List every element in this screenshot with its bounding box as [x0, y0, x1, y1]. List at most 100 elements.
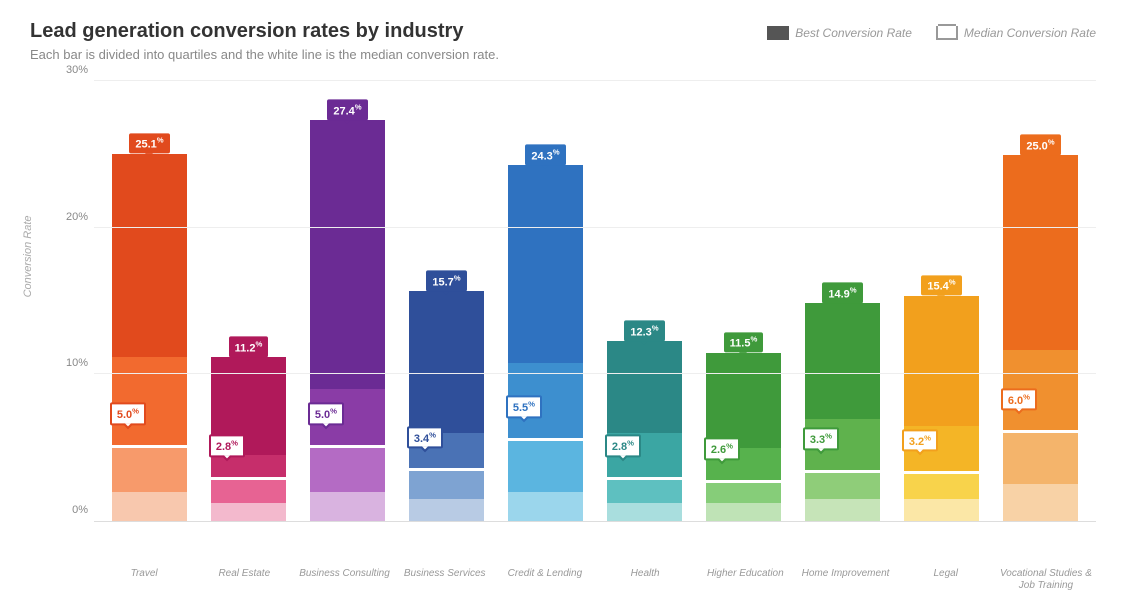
- median-line: [110, 445, 189, 448]
- bar-segment: [904, 474, 979, 499]
- plot-area: 25.1% 5.0% 11.2% 2.8% 27.4% 5.0% 15.7%3.4% 24.3…: [94, 82, 1096, 522]
- bar-segment: [805, 473, 880, 499]
- bar-segment: [310, 448, 385, 492]
- median-value-badge: 2.8%: [209, 435, 245, 458]
- median-line: [209, 477, 288, 480]
- bar-segment: [706, 353, 781, 448]
- legend-swatch-median: [936, 26, 958, 40]
- bar-segment: [706, 503, 781, 521]
- median-value-badge: 5.5%: [506, 395, 542, 418]
- bar: 11.2%2.8%: [211, 357, 286, 521]
- median-line: [803, 470, 882, 473]
- median-line: [704, 480, 783, 483]
- bar-segment: [409, 471, 484, 499]
- xaxis-labels: TravelReal EstateBusiness ConsultingBusi…: [94, 568, 1096, 592]
- median-value-badge: 6.0%: [1001, 388, 1037, 411]
- bar-segment: [310, 492, 385, 521]
- bar-slot: 25.0% 6.0%: [991, 82, 1090, 521]
- bar-slot: 15.4% 3.2%: [892, 82, 991, 521]
- ytick: 20%: [66, 211, 88, 223]
- ytick: 10%: [66, 357, 88, 369]
- bar-segment: [1003, 155, 1078, 350]
- xaxis-label: Home Improvement: [795, 568, 895, 592]
- best-value-badge: 27.4%: [310, 99, 385, 120]
- best-value-badge: 11.5%: [706, 332, 781, 353]
- bar: 15.4%3.2%: [904, 296, 979, 521]
- median-value-badge: 5.0%: [308, 403, 344, 426]
- bar-slot: 11.5% 2.6%: [694, 82, 793, 521]
- bar: 11.5%2.6%: [706, 353, 781, 521]
- bar-segment: [805, 499, 880, 521]
- bar: 12.3%2.8%: [607, 341, 682, 521]
- chart-subtitle: Each bar is divided into quartiles and t…: [30, 47, 499, 62]
- bar-slot: 14.9% 3.3%: [793, 82, 892, 521]
- bar: 24.3%5.5%: [508, 165, 583, 521]
- bar-segment: [904, 499, 979, 521]
- bar-slot: 15.7%3.4%: [397, 82, 496, 521]
- bar-segment: [409, 499, 484, 521]
- median-value-badge: 2.6%: [704, 438, 740, 461]
- median-line: [605, 477, 684, 480]
- chart: Conversion Rate 0%10%20%30% 25.1%5.0%11.…: [30, 82, 1096, 562]
- xaxis-label: Legal: [896, 568, 996, 592]
- legend-item-median: Median Conversion Rate: [936, 26, 1096, 40]
- gridline: [94, 227, 1096, 228]
- bar: 27.4%5.0%: [310, 120, 385, 521]
- bar-slot: 27.4% 5.0%: [298, 82, 397, 521]
- median-value-badge: 2.8%: [605, 435, 641, 458]
- xaxis-label: Travel: [94, 568, 194, 592]
- median-value-badge: 3.3%: [803, 427, 839, 450]
- median-line: [506, 438, 585, 441]
- best-value-badge: 25.1%: [112, 133, 187, 154]
- bar-segment: [508, 165, 583, 363]
- xaxis-label: Health: [595, 568, 695, 592]
- bar-slot: 24.3% 5.5%: [496, 82, 595, 521]
- bar-segment: [409, 291, 484, 433]
- chart-title: Lead generation conversion rates by indu…: [30, 20, 499, 43]
- bar: 14.9%3.3%: [805, 303, 880, 521]
- yaxis: 0%10%20%30%: [50, 82, 94, 522]
- xaxis-label: Higher Education: [695, 568, 795, 592]
- bar: 15.7%3.4%: [409, 291, 484, 521]
- ytick: 0%: [72, 504, 88, 516]
- median-line: [902, 471, 981, 474]
- bar-segment: [1003, 484, 1078, 521]
- bar-segment: [607, 341, 682, 433]
- yaxis-label: Conversion Rate: [22, 215, 34, 297]
- bar-segment: [607, 503, 682, 521]
- xaxis-label: Credit & Lending: [495, 568, 595, 592]
- bar-segment: [508, 441, 583, 492]
- bar-segment: [310, 120, 385, 389]
- bar-segment: [706, 483, 781, 503]
- ytick: 30%: [66, 64, 88, 76]
- best-value-badge: 15.4%: [904, 275, 979, 296]
- xaxis-label: Vocational Studies & Job Training: [996, 568, 1096, 592]
- median-value-badge: 3.4%: [407, 426, 443, 449]
- bar-segment: [211, 480, 286, 503]
- median-value-badge: 5.0%: [110, 403, 146, 426]
- bar-segment: [805, 303, 880, 419]
- bar-segment: [112, 492, 187, 521]
- legend-label-best: Best Conversion Rate: [795, 26, 912, 40]
- best-value-badge: 24.3%: [508, 145, 583, 166]
- bar-segment: [112, 448, 187, 492]
- legend-label-median: Median Conversion Rate: [964, 26, 1096, 40]
- bar-segment: [112, 154, 187, 357]
- best-value-badge: 25.0%: [1003, 135, 1078, 156]
- gridline: [94, 80, 1096, 81]
- median-line: [1001, 430, 1080, 433]
- gridline: [94, 373, 1096, 374]
- xaxis-label: Business Services: [395, 568, 495, 592]
- bar-slot: 12.3%2.8%: [595, 82, 694, 521]
- bar-segment: [904, 296, 979, 426]
- bar-segment: [211, 503, 286, 521]
- bar-slot: 25.1% 5.0%: [100, 82, 199, 521]
- legend-swatch-best: [767, 26, 789, 40]
- bar-slot: 11.2% 2.8%: [199, 82, 298, 521]
- median-line: [407, 468, 486, 471]
- best-value-badge: 11.2%: [211, 336, 286, 357]
- xaxis-label: Real Estate: [194, 568, 294, 592]
- bar: 25.1%5.0%: [112, 154, 187, 521]
- best-value-badge: 14.9%: [805, 282, 880, 303]
- median-value-badge: 3.2%: [902, 429, 938, 452]
